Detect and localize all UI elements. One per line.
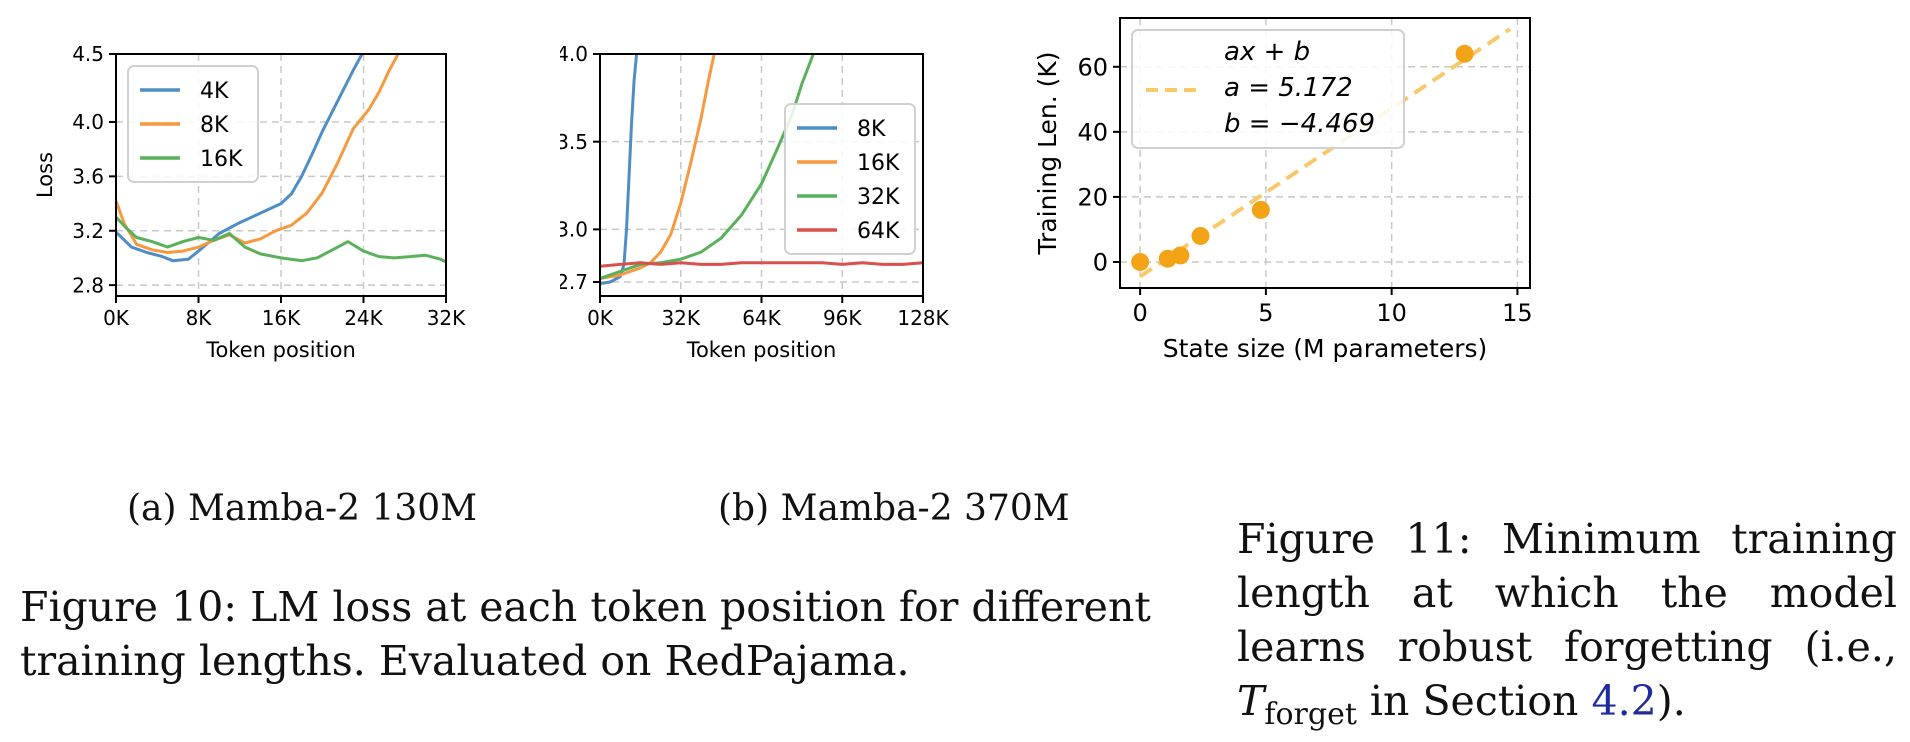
x-tick-label: 32K bbox=[661, 306, 700, 330]
x-tick-label: 0K bbox=[587, 306, 614, 330]
y-tick-label: 4.0 bbox=[72, 110, 104, 134]
data-point bbox=[1455, 44, 1474, 63]
chart-fig11-plot: 0 5 10 15 0 20 40 60 State size (M parameters) Tr… bbox=[1033, 17, 1533, 363]
y-tick-label: 4.0 bbox=[560, 42, 588, 66]
plot-frame bbox=[1119, 17, 1531, 289]
y-tick-label: 60 bbox=[1077, 53, 1108, 81]
y-tick-label: 20 bbox=[1077, 184, 1108, 212]
chart-a: 0K 8K 16K 24K 32K 2.8 3.2 3.6 4.0 4.5 Token positi… bbox=[33, 42, 466, 362]
y-axis-label: Training Len. (K) bbox=[1033, 51, 1062, 255]
subcaption-a: (a) Mamba-2 130M bbox=[127, 488, 478, 529]
data-point bbox=[1251, 200, 1270, 219]
y-tick-label: 2.7 bbox=[560, 270, 588, 294]
y-tick-label: 3.2 bbox=[72, 219, 104, 243]
chart-a-plot: 0K 8K 16K 24K 32K 2.8 3.2 3.6 4.0 4.5 Token positi… bbox=[33, 42, 466, 362]
y-tick-label: 40 bbox=[1077, 118, 1108, 146]
chart-b-plot: 0K 32K 64K 96K 128K 2.7 3.0 3.5 4.0 Token positio… bbox=[560, 42, 950, 362]
y-tick-label: 0 bbox=[1093, 249, 1108, 277]
series-line-16K bbox=[116, 216, 446, 264]
x-tick-label: 8K bbox=[186, 306, 213, 330]
x-tick-label: 24K bbox=[344, 306, 383, 330]
chart-fig11: 0 5 10 15 0 20 40 60 State size (M parameters) Tr… bbox=[1033, 17, 1533, 363]
t-forget-symbol: T bbox=[1237, 677, 1265, 725]
x-tick-label: 0 bbox=[1132, 299, 1147, 327]
series-line-8K bbox=[116, 54, 400, 254]
legend-label: 32K bbox=[857, 185, 900, 210]
legend-label: a = 5.172 bbox=[1224, 73, 1353, 103]
y-tick-label: 3.5 bbox=[560, 130, 588, 154]
figure-10-caption: Figure 10: LM loss at each token positio… bbox=[20, 583, 1151, 685]
x-tick-label: 10 bbox=[1376, 299, 1407, 327]
legend-label: 16K bbox=[857, 151, 900, 176]
legend-label: 8K bbox=[200, 113, 229, 138]
legend-box bbox=[784, 103, 916, 255]
chart-b: 0K 32K 64K 96K 128K 2.7 3.0 3.5 4.0 Token positio… bbox=[560, 42, 950, 362]
legend-label: 8K bbox=[857, 117, 886, 142]
x-tick-label: 128K bbox=[897, 306, 949, 330]
legend-label: 4K bbox=[200, 79, 229, 104]
y-tick-label: 2.8 bbox=[72, 273, 104, 297]
series-line-16K bbox=[600, 54, 716, 280]
y-axis-label: Loss bbox=[33, 152, 57, 198]
figure-11-caption-mid: in Section bbox=[1356, 677, 1592, 725]
figure-11-caption-end: ). bbox=[1656, 677, 1686, 725]
series-line-64K bbox=[600, 261, 923, 268]
x-axis-label: Token position bbox=[686, 338, 837, 362]
data-point bbox=[1171, 246, 1190, 265]
y-tick-label: 3.6 bbox=[72, 165, 104, 189]
x-axis-label: State size (M parameters) bbox=[1163, 334, 1488, 363]
data-point bbox=[1131, 252, 1150, 271]
legend-box bbox=[1131, 29, 1405, 149]
x-tick-label: 15 bbox=[1502, 299, 1533, 327]
x-tick-label: 32K bbox=[427, 306, 466, 330]
y-tick-label: 4.5 bbox=[72, 42, 104, 66]
x-tick-label: 16K bbox=[262, 306, 301, 330]
data-point bbox=[1191, 226, 1210, 245]
series-line-8K bbox=[600, 54, 639, 286]
x-tick-label: 96K bbox=[823, 306, 862, 330]
x-tick-label: 0K bbox=[103, 306, 130, 330]
legend-label: 16K bbox=[200, 147, 243, 172]
legend-label: ax + b bbox=[1224, 37, 1310, 67]
y-tick-label: 3.0 bbox=[560, 218, 588, 242]
figure-11-caption-text: Figure 11: Minimum training length at wh… bbox=[1237, 515, 1897, 671]
series-line-4K bbox=[116, 54, 364, 263]
section-link[interactable]: 4.2 bbox=[1591, 677, 1657, 725]
legend-box bbox=[127, 65, 259, 183]
figure-11-caption: Figure 11: Minimum training length at wh… bbox=[1237, 512, 1897, 742]
legend-label: b = −4.469 bbox=[1224, 109, 1375, 139]
t-forget-subscript: forget bbox=[1264, 697, 1357, 733]
x-axis-label: Token position bbox=[205, 338, 356, 362]
subcaption-b: (b) Mamba-2 370M bbox=[718, 488, 1070, 529]
legend-label: 64K bbox=[857, 219, 900, 244]
x-tick-label: 5 bbox=[1258, 299, 1273, 327]
x-tick-label: 64K bbox=[742, 306, 781, 330]
